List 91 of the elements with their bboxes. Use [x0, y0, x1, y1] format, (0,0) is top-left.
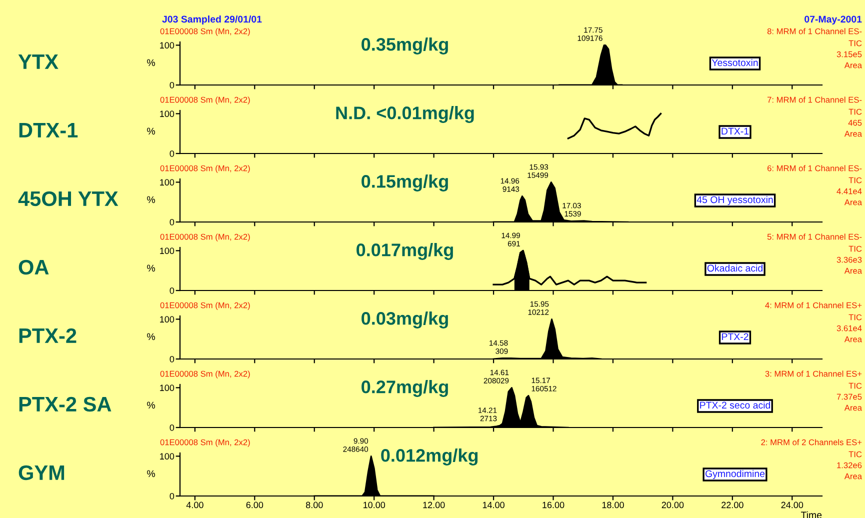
annotation: 45 OH yessotoxin [696, 196, 773, 206]
text: Area [844, 404, 862, 411]
annotation: PTX-2 [722, 333, 748, 340]
annotation: PTX-2 seco acid [700, 401, 770, 409]
y-tick-label: 0 [170, 82, 174, 88]
text: GYM [18, 465, 64, 480]
annotation: 0.03mg/kg [362, 312, 448, 328]
y-tick-label: 100 [160, 248, 174, 254]
text: YTX [18, 54, 58, 69]
text: 8: MRM of 1 Channel ES- [767, 28, 862, 34]
x-tick-label: 24.00 [781, 502, 804, 508]
text: TIC [848, 177, 862, 184]
text: 3.61e4 [836, 325, 862, 332]
annotation: Gymnodimine [706, 470, 765, 480]
text: 3.15e5 [836, 51, 862, 58]
y-tick-label: 0 [170, 287, 174, 294]
text: TIC [848, 246, 862, 252]
y-axis-title: % [147, 128, 156, 135]
y-axis-title: % [147, 59, 156, 66]
text: 7: MRM of 1 Channel ES- [767, 96, 862, 103]
x-tick-label: 20.00 [662, 502, 684, 508]
y-tick-label: 100 [160, 453, 174, 460]
text: OA [18, 260, 49, 275]
text: 01E00008 Sm (Mn, 2x2) [160, 96, 250, 104]
annotation: Yessotoxin [712, 58, 758, 66]
text: 01E00008 Sm (Mn, 2x2) [160, 28, 250, 36]
text: 01E00008 Sm (Mn, 2x2) [160, 302, 250, 310]
text: 4.41e4 [836, 188, 862, 194]
annotation: DTX-1 [722, 128, 749, 135]
text: Area [844, 199, 862, 206]
text: 01E00008 Sm (Mn, 2x2) [160, 370, 250, 378]
annotation: 0.017mg/kg [356, 243, 453, 260]
text: TIC [848, 314, 862, 320]
text: 01E00008 Sm (Mn, 2x2) [160, 165, 250, 173]
annotation: Okadaic acid [707, 264, 762, 272]
x-tick-label: 6.00 [246, 502, 264, 508]
text: 5: MRM of 1 Channel ES- [767, 234, 862, 240]
y-axis-title: % [147, 333, 156, 340]
y-axis-title: % [147, 470, 156, 478]
y-tick-label: 100 [160, 179, 174, 186]
y-tick-label: 0 [170, 218, 174, 226]
text: 3: MRM of 1 Channel ES+ [765, 370, 862, 377]
text: 01E00008 Sm (Mn, 2x2) [160, 439, 250, 447]
y-tick-label: 100 [160, 316, 174, 323]
x-tick-label: 12.00 [423, 502, 445, 508]
x-tick-label: 4.00 [186, 502, 204, 508]
text: 2: MRM of 2 Channels ES+ [761, 439, 862, 446]
annotation: N.D. <0.01mg/kg [336, 106, 474, 123]
y-axis-title: % [147, 196, 156, 204]
line-series [567, 112, 662, 140]
text: TIC [848, 40, 862, 46]
x-tick-label: 22.00 [722, 502, 744, 508]
y-tick-label: 0 [170, 492, 174, 500]
annotation: 0.012mg/kg [381, 448, 478, 466]
text: DTX-1 [19, 123, 78, 138]
text: 6: MRM of 1 Channel ES- [767, 165, 862, 172]
text: Area [844, 268, 862, 274]
text: 1.32e6 [837, 462, 862, 468]
text: Area [844, 473, 862, 480]
annotation: 0.35mg/kg [362, 38, 448, 54]
chart-subtitle: 07-May-2001 [804, 16, 862, 25]
text: 4: MRM of 1 Channel ES+ [765, 302, 862, 308]
y-tick-label: 100 [160, 384, 174, 392]
text: Area [844, 62, 862, 68]
text: Area [844, 130, 862, 137]
y-axis-title: % [147, 264, 156, 272]
text: 45OH YTX [18, 191, 118, 206]
text: 7.37e5 [836, 394, 862, 400]
x-tick-label: 10.00 [363, 502, 386, 508]
text: 3.36e3 [836, 256, 862, 263]
text: PTX-2 [19, 328, 76, 343]
text: TIC [848, 108, 862, 115]
text: TIC [848, 451, 862, 458]
x-tick-label: 18.00 [602, 502, 624, 508]
text: TIC [848, 382, 862, 389]
chart-title: J03 Sampled 29/01/01 [162, 15, 262, 25]
y-tick-label: 100 [160, 42, 174, 49]
y-tick-label: 0 [170, 424, 174, 431]
x-tick-label: 16.00 [542, 502, 564, 508]
text: PTX-2 SA [19, 396, 112, 412]
x-tick-label: 8.00 [306, 502, 323, 508]
y-tick-label: 100 [160, 110, 174, 118]
y-tick-label: 0 [170, 356, 174, 362]
annotation: 0.27mg/kg [362, 380, 448, 397]
x-tick-label: 14.00 [482, 502, 504, 508]
annotation: 0.15mg/kg [362, 174, 448, 192]
text: 01E00008 Sm (Mn, 2x2) [160, 234, 250, 242]
y-axis-title: % [147, 402, 156, 409]
text: Area [844, 336, 862, 342]
y-tick-label: 0 [170, 150, 174, 157]
text: 465 [848, 120, 862, 126]
